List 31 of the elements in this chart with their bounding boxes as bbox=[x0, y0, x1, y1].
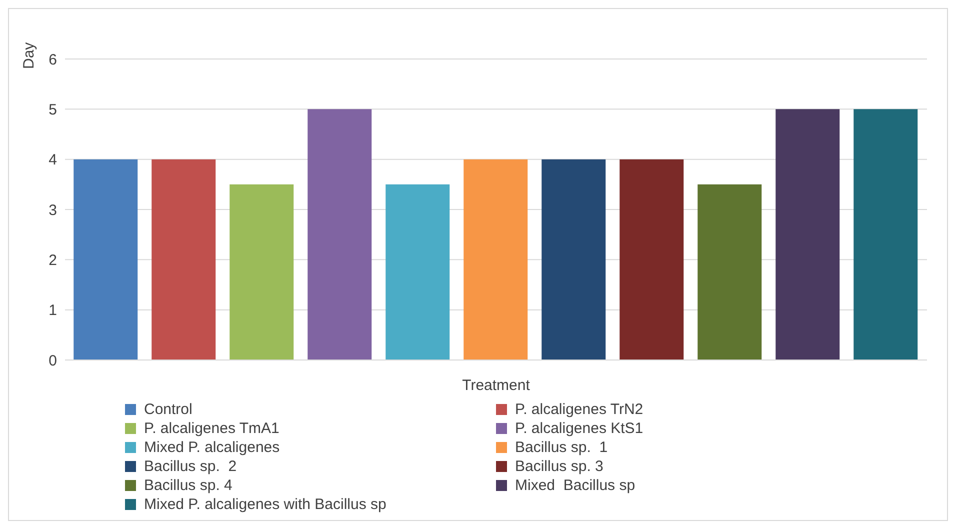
bar bbox=[620, 159, 684, 360]
y-tick-label: 6 bbox=[48, 51, 57, 68]
bar bbox=[74, 159, 138, 360]
bar bbox=[854, 109, 918, 360]
bar bbox=[230, 184, 294, 360]
bar bbox=[152, 159, 216, 360]
y-tick-label: 2 bbox=[48, 252, 57, 269]
legend-label: Mixed P. alcaligenes bbox=[144, 439, 280, 456]
bar bbox=[308, 109, 372, 360]
bar bbox=[698, 184, 762, 360]
legend-label: Bacillus sp. 2 bbox=[144, 458, 237, 475]
bar bbox=[386, 184, 450, 360]
legend-label: P. alcaligenes TrN2 bbox=[515, 401, 644, 418]
bar bbox=[776, 109, 840, 360]
x-axis-title: Treatment bbox=[462, 377, 531, 394]
legend-label: Bacillus sp. 4 bbox=[144, 477, 232, 494]
y-tick-label: 1 bbox=[48, 302, 57, 320]
legend-label: P. alcaligenes TmA1 bbox=[144, 420, 280, 437]
y-tick-label: 0 bbox=[48, 352, 57, 370]
legend-label: Control bbox=[144, 401, 192, 418]
legend-label: Mixed P. alcaligenes with Bacillus sp bbox=[144, 496, 386, 513]
legend-label: Bacillus sp. 3 bbox=[515, 458, 604, 475]
y-tick-label: 3 bbox=[48, 202, 57, 219]
legend-label: Bacillus sp. 1 bbox=[515, 439, 608, 456]
legend-label: Mixed Bacillus sp bbox=[515, 477, 636, 494]
bar bbox=[464, 159, 528, 360]
y-tick-label: 5 bbox=[48, 101, 57, 118]
y-tick-label: 4 bbox=[48, 152, 57, 169]
y-axis-title: Day bbox=[20, 42, 38, 69]
bar bbox=[542, 159, 606, 360]
legend-label: P. alcaligenes KtS1 bbox=[515, 420, 644, 437]
